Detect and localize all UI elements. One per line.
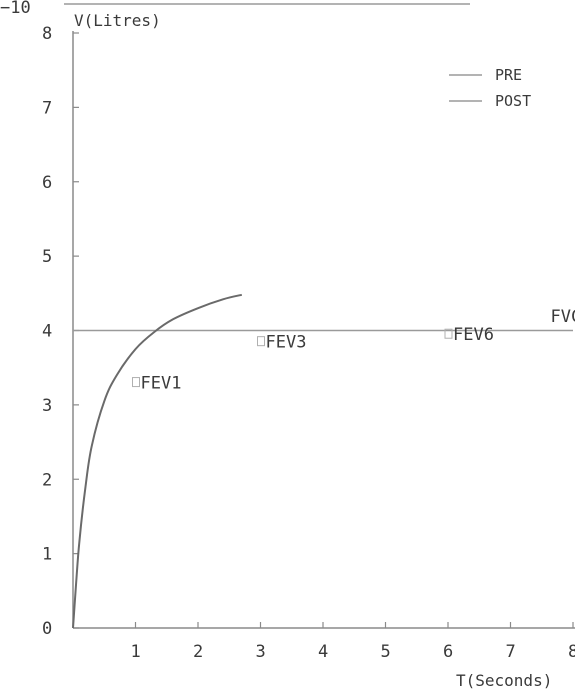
x-tick-label: 1 — [131, 642, 141, 662]
x-tick-label: 8 — [568, 642, 575, 662]
annotation-marker-fev1 — [132, 377, 140, 388]
annotation-marker-fev3 — [257, 336, 265, 347]
series-layer — [72, 293, 243, 629]
x-tick-label: 2 — [193, 642, 203, 662]
top-overflow-label: −10 — [0, 0, 31, 18]
annotation-marker-fev6 — [444, 328, 453, 339]
legend-label-pre: PRE — [495, 66, 522, 84]
legend: PRE POST — [449, 66, 531, 110]
x-tick-label: 7 — [506, 642, 516, 662]
legend-label-post: POST — [495, 92, 531, 110]
x-tick-label: 3 — [256, 642, 266, 662]
y-tick-label: 5 — [42, 247, 52, 267]
annotation-label-fev1: FEV1 — [141, 374, 182, 394]
x-tick-label: 6 — [443, 642, 453, 662]
y-tick-label: 0 — [42, 619, 52, 639]
x-axis-label: T(Seconds) — [456, 671, 552, 690]
annotation-label-fev3: FEV3 — [266, 333, 307, 353]
series-line-pre — [72, 293, 243, 629]
y-tick-label: 6 — [42, 173, 52, 193]
x-tick-label: 4 — [318, 642, 328, 662]
axes: 0 1 2 3 4 5 6 7 8 1 2 3 4 5 6 7 8 — [42, 24, 575, 662]
y-tick-label: 2 — [42, 470, 52, 490]
annotation-label-fev6: FEV6 — [453, 325, 494, 345]
y-tick-label: 8 — [42, 24, 52, 44]
annotation-label-fvc: FVC — [551, 307, 575, 327]
x-tick-label: 5 — [381, 642, 391, 662]
y-tick-label: 4 — [42, 322, 52, 342]
y-tick-label: 3 — [42, 396, 52, 416]
y-tick-label: 7 — [42, 98, 52, 118]
y-axis-label: V(Litres) — [74, 11, 161, 30]
y-tick-label: 1 — [42, 545, 52, 565]
annotations: FEV1 FEV3 FEV6 FVC — [132, 307, 575, 394]
